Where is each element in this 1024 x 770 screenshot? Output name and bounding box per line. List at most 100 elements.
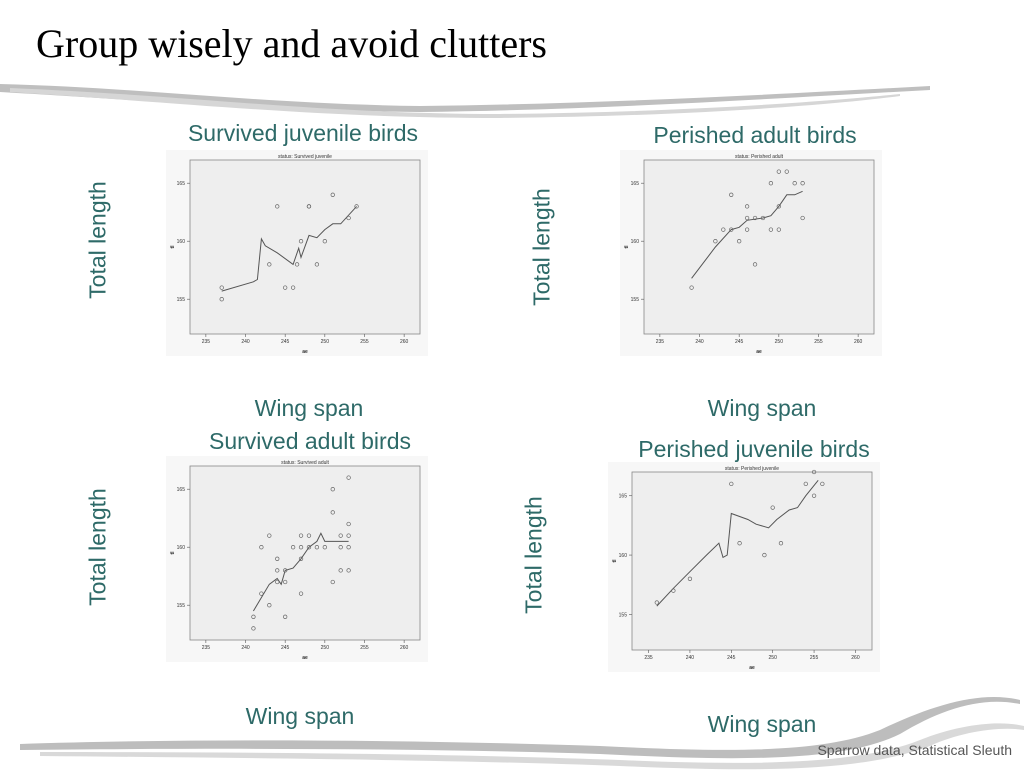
inner-title: status: Perished adult [735,154,784,160]
data-point [259,545,264,550]
data-point [283,285,288,290]
data-point [330,510,335,515]
x-tick-label: 235 [202,339,211,345]
scatter-perished-adult: status: Perished adult 235 240 245 250 255 260… [620,150,882,356]
x-tick-label: 250 [769,655,778,661]
inner-title: status: Survived juvenile [278,154,332,160]
inner-title: status: Perished juvenile [725,466,779,472]
data-point [290,285,296,290]
trend-line [221,206,357,292]
data-point [338,568,343,573]
data-point [346,533,351,538]
y-tick-label: 165 [177,487,186,493]
data-point [776,204,781,209]
inner-title: status: Survived adult [281,460,329,466]
x-caption-survived-adult: Wing span [245,703,355,729]
scatter-survived-adult: status: Survived adult 235 240 245 250 255 260… [166,456,428,662]
data-point [298,591,304,596]
data-point [306,533,312,538]
data-point [314,545,320,550]
data-point [322,545,327,550]
data-point [803,481,808,487]
data-point [283,579,288,585]
x-tick-label: 240 [695,339,704,345]
data-point [689,285,694,290]
x-tick-label: 255 [360,339,369,345]
y-axis-label: tl [170,245,176,249]
data-point [298,556,304,561]
x-tick-label: 240 [241,339,250,345]
x-axis-label: ae [756,349,762,355]
y-axis-label: tl [612,559,618,563]
x-tick-label: 260 [400,339,409,345]
data-point [713,239,718,244]
data-point [770,505,775,510]
data-point [275,204,280,209]
data-point [298,533,304,538]
data-point [792,181,797,186]
data-point [768,181,774,186]
data-point [729,481,734,487]
data-point [283,568,288,573]
x-tick-label: 250 [775,339,784,345]
x-caption-survived-juvenile: Wing span [254,395,364,421]
x-tick-label: 245 [281,645,290,651]
data-point [776,169,781,174]
data-point [776,227,781,232]
x-caption-perished-adult: Wing span [707,395,817,421]
scatter-survived-juvenile: status: Survived juvenile 235 240 245 250 255… [166,150,428,356]
data-point [752,215,758,221]
y-tick-label: 155 [619,612,628,618]
y-axis-label: tl [170,551,176,555]
trend-line [252,532,349,612]
slide-title: Group wisely and avoid clutters [36,21,547,66]
y-tick-label: 160 [177,239,186,245]
data-point [338,533,343,538]
bottom-swoosh-decoration [20,696,1024,770]
data-point [267,533,272,538]
x-tick-label: 245 [735,339,744,345]
data-point [306,545,312,550]
data-point [811,469,817,475]
data-point [275,568,280,573]
x-axis-label: ae [302,655,308,661]
data-point [729,192,734,197]
x-tick-label: 260 [854,339,863,345]
panel-title-survived-adult: Survived adult birds [209,428,411,454]
x-caption-perished-juvenile: Wing span [707,711,817,737]
y-tick-label: 160 [631,239,640,245]
x-tick-label: 240 [241,645,250,651]
data-point [251,626,256,631]
data-point [294,262,300,267]
data-point [721,227,726,232]
data-point [298,545,304,550]
data-point [760,215,766,221]
y-tick-label: 165 [631,181,640,187]
data-point [784,169,789,174]
trend-line [691,190,803,279]
data-point [338,545,343,550]
trend-line [656,479,819,607]
data-point [744,215,750,221]
data-point [800,181,805,186]
data-point [744,227,750,232]
data-point [671,588,676,593]
y-tick-label: 155 [631,297,640,303]
y-caption-perished-adult: Total length [528,188,555,306]
y-tick-label: 155 [177,603,186,609]
data-point [744,204,750,209]
data-point [346,568,351,573]
x-tick-label: 250 [321,645,330,651]
y-tick-label: 155 [177,297,186,303]
data-point [290,545,296,550]
data-point [737,239,742,244]
data-point [306,204,312,209]
data-point [346,475,351,480]
data-point [267,603,272,608]
data-point [275,556,280,561]
data-point [267,262,272,267]
y-axis-label: tl [624,245,630,249]
data-point [219,285,224,290]
x-tick-label: 245 [727,655,736,661]
x-axis-label: ae [749,665,755,671]
